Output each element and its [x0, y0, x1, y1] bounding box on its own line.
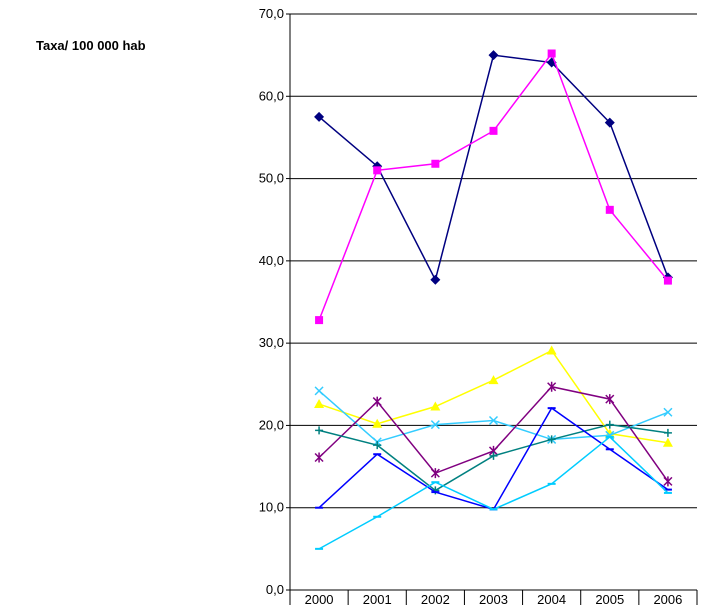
- point-s2-2000: [314, 399, 325, 409]
- y-tick-label-2: 20,0: [259, 417, 284, 432]
- point-s5-2001: [373, 441, 382, 450]
- y-tick-label-3: 30,0: [259, 335, 284, 350]
- x-tick-label-2000: 2000: [305, 592, 334, 605]
- point-s1-2003: [489, 126, 498, 135]
- point-s2-2006: [662, 437, 673, 447]
- point-s2-2003: [488, 375, 499, 385]
- point-s0-2000: [314, 111, 325, 122]
- point-s4-2006: [663, 476, 673, 487]
- y-tick-label-4: 40,0: [259, 253, 284, 268]
- y-tick-label-7: 70,0: [259, 6, 284, 21]
- point-s3-2003: [488, 415, 499, 426]
- point-s5-2004: [547, 435, 556, 444]
- point-s5-2005: [605, 420, 614, 429]
- point-s3-2000: [314, 386, 324, 396]
- y-tick-label-6: 60,0: [259, 88, 284, 103]
- y-axis-title: Taxa/ 100 000 hab: [36, 38, 146, 53]
- y-tick-label-5: 50,0: [259, 171, 284, 186]
- point-s5-2000: [315, 426, 324, 435]
- point-s3-2006: [663, 407, 673, 417]
- series-line-0: [318, 54, 669, 282]
- point-s0-2003: [488, 50, 499, 61]
- point-s4-2002: [430, 468, 440, 479]
- point-s2-2001: [372, 418, 383, 428]
- x-tick-label-2001: 2001: [363, 592, 392, 605]
- point-s5-2003: [489, 451, 498, 460]
- point-s0-2005: [604, 117, 615, 128]
- x-tick-label-2003: 2003: [479, 592, 508, 605]
- x-tick-label-2005: 2005: [595, 592, 624, 605]
- point-s0-2002: [430, 274, 441, 285]
- x-tick-label-2006: 2006: [653, 592, 682, 605]
- point-s2-2004: [546, 345, 557, 355]
- point-s4-2004: [547, 381, 557, 392]
- x-tick-label-2002: 2002: [421, 592, 450, 605]
- point-s1-2004: [547, 49, 556, 58]
- point-s1-2006: [663, 276, 672, 285]
- point-s1-2002: [431, 159, 440, 168]
- y-tick-label-0: 0,0: [266, 582, 284, 597]
- series-line-1: [318, 51, 669, 321]
- point-s1-2000: [315, 316, 324, 325]
- y-tick-label-1: 10,0: [259, 500, 284, 515]
- point-s4-2005: [605, 394, 615, 405]
- point-s3-2005: [605, 430, 615, 440]
- x-tick-label-2004: 2004: [537, 592, 566, 605]
- point-s4-2000: [314, 452, 324, 463]
- point-s1-2005: [605, 205, 614, 214]
- point-s3-2002: [430, 420, 440, 430]
- point-s1-2001: [373, 166, 382, 175]
- point-s5-2006: [663, 428, 672, 437]
- point-s4-2001: [372, 396, 382, 407]
- series-line-2: [318, 349, 669, 444]
- point-s2-2002: [430, 401, 441, 411]
